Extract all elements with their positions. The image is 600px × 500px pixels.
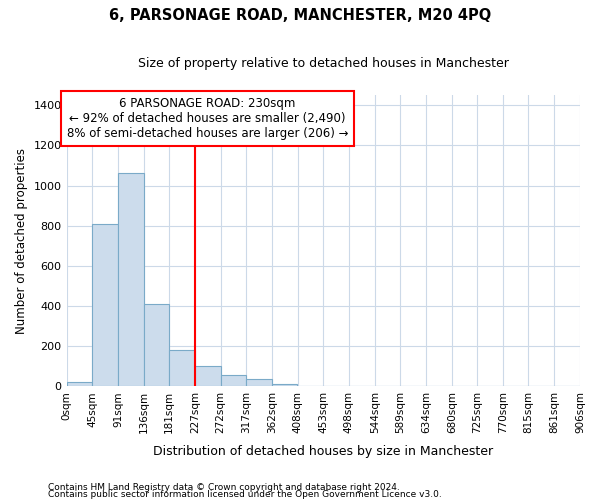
Bar: [118, 172, 143, 386]
Text: Contains HM Land Registry data © Crown copyright and database right 2024.: Contains HM Land Registry data © Crown c…: [48, 484, 400, 492]
Bar: [67, 382, 92, 386]
Text: Contains public sector information licensed under the Open Government Licence v3: Contains public sector information licen…: [48, 490, 442, 499]
Bar: [246, 380, 272, 386]
Text: 6 PARSONAGE ROAD: 230sqm
← 92% of detached houses are smaller (2,490)
8% of semi: 6 PARSONAGE ROAD: 230sqm ← 92% of detach…: [67, 98, 349, 140]
Title: Size of property relative to detached houses in Manchester: Size of property relative to detached ho…: [138, 58, 509, 70]
Bar: [143, 304, 169, 386]
Text: 6, PARSONAGE ROAD, MANCHESTER, M20 4PQ: 6, PARSONAGE ROAD, MANCHESTER, M20 4PQ: [109, 8, 491, 22]
Bar: [195, 366, 221, 386]
X-axis label: Distribution of detached houses by size in Manchester: Distribution of detached houses by size …: [153, 444, 493, 458]
Bar: [221, 376, 246, 386]
Y-axis label: Number of detached properties: Number of detached properties: [15, 148, 28, 334]
Bar: [272, 384, 297, 386]
Bar: [169, 350, 194, 386]
Bar: [92, 224, 118, 386]
